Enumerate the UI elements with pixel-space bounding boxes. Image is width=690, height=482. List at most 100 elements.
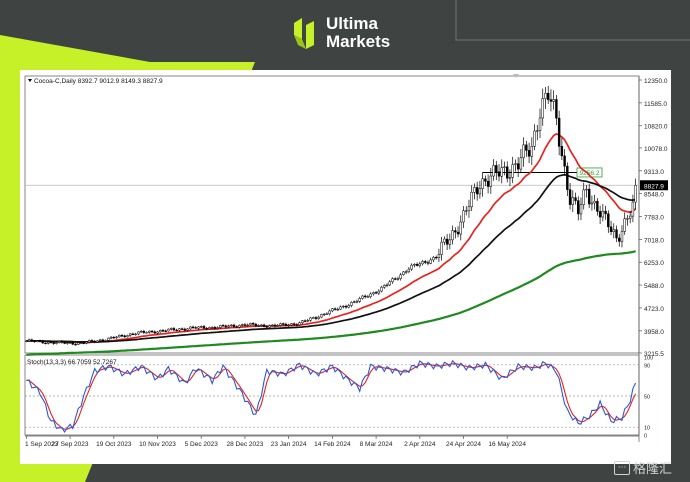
time-label: 16 May 2024 (488, 441, 526, 448)
candle-body (271, 324, 274, 327)
watermark: ··· 格隆汇 (614, 458, 672, 477)
candle-body (227, 325, 230, 328)
candle-body (290, 323, 293, 326)
candle-body (109, 336, 113, 339)
candle-body (353, 301, 356, 303)
candle-body (96, 340, 99, 343)
candle-body (549, 99, 553, 102)
candle-body (391, 278, 394, 283)
candle-body (492, 165, 495, 177)
candle-body (77, 342, 80, 345)
candle-body (448, 239, 452, 245)
time-label: 14 Feb 2024 (314, 441, 351, 448)
candle-body (374, 292, 378, 294)
candle-body (388, 281, 391, 286)
candle-body (443, 238, 446, 243)
candle-body (309, 317, 312, 321)
candle-body (71, 342, 75, 345)
ema-line-20 (26, 132, 637, 344)
stoch-tick-label: 90 (644, 363, 650, 369)
candle-body (590, 202, 594, 205)
price-chart[interactable]: 12350.0 11585.0 10820.0 10078.0 9313.0 8548.0… (20, 70, 671, 464)
candle-body (484, 178, 487, 182)
ema-line-50 (26, 173, 636, 343)
candle-body (249, 323, 252, 326)
chart-panel[interactable]: 12350.0 11585.0 10820.0 10078.0 9313.0 8548.0… (20, 70, 671, 464)
candle-body (402, 271, 405, 276)
candle-body (385, 284, 389, 287)
candle-body (585, 188, 588, 191)
time-label: 28 Dec 2023 (227, 441, 264, 448)
candle-body (366, 296, 370, 298)
candle-body (93, 340, 96, 343)
candle-body (303, 320, 307, 322)
candle-body (440, 241, 443, 255)
candle-body (568, 189, 572, 205)
candle-body (251, 323, 255, 325)
candle-body (104, 340, 107, 342)
frame-line-right (455, 0, 690, 41)
candle-body (377, 290, 381, 294)
candle-body (429, 259, 432, 264)
candle-body (148, 330, 151, 333)
candle-body (363, 295, 367, 298)
candle-body (25, 340, 28, 342)
candle-body (342, 305, 345, 308)
candle-body (500, 167, 503, 177)
candle-body (205, 327, 208, 330)
candle-body (478, 188, 482, 195)
candle-body (180, 328, 184, 330)
candle-body (41, 340, 44, 344)
candle-body (68, 342, 72, 344)
stoch-d-line (26, 363, 637, 430)
brand-line-1: Ultima (326, 14, 378, 33)
last-price-box (640, 180, 668, 191)
candle-body (298, 322, 301, 326)
candle-body (454, 230, 457, 233)
candle-body (240, 324, 244, 326)
candle-body (511, 164, 514, 178)
candle-body (216, 327, 219, 329)
candle-body (615, 229, 618, 239)
candle-body (325, 313, 329, 315)
candle-body (194, 327, 197, 329)
candle-body (623, 218, 626, 232)
candle-body (516, 163, 520, 170)
candle-body (74, 343, 77, 346)
candle-body (175, 329, 178, 332)
candle-body (546, 92, 550, 100)
candle-body (404, 271, 408, 273)
candle-body (432, 256, 435, 261)
candle-body (495, 165, 498, 172)
candle-body (131, 333, 135, 335)
candle-body (407, 268, 411, 272)
candle-body (361, 295, 364, 299)
candle-body (36, 340, 39, 342)
candle-body (87, 340, 91, 343)
time-label: 24 Apr 2024 (446, 441, 481, 448)
candle-body (273, 324, 277, 327)
candle-body (156, 331, 159, 334)
candle-body (475, 187, 479, 195)
scroll-marker-icon (513, 74, 519, 78)
candle-body (276, 325, 279, 327)
candle-body (287, 324, 290, 327)
candle-body (522, 144, 525, 159)
candle-body (396, 278, 400, 280)
candle-body (467, 206, 471, 211)
candle-body (557, 117, 561, 147)
candle-body (350, 302, 353, 306)
candle-body (301, 320, 304, 324)
candle-body (541, 98, 544, 119)
candle-body (47, 341, 50, 344)
candle-body (238, 324, 241, 328)
candle-body (115, 336, 118, 339)
candle-body (90, 340, 94, 342)
candle-body (336, 308, 340, 311)
candle-body (421, 261, 424, 265)
candle-body (612, 229, 615, 232)
chat-bubble-icon: ··· (614, 460, 630, 475)
candle-body (246, 324, 249, 326)
candle-body (393, 278, 397, 280)
candle-body (202, 326, 206, 329)
